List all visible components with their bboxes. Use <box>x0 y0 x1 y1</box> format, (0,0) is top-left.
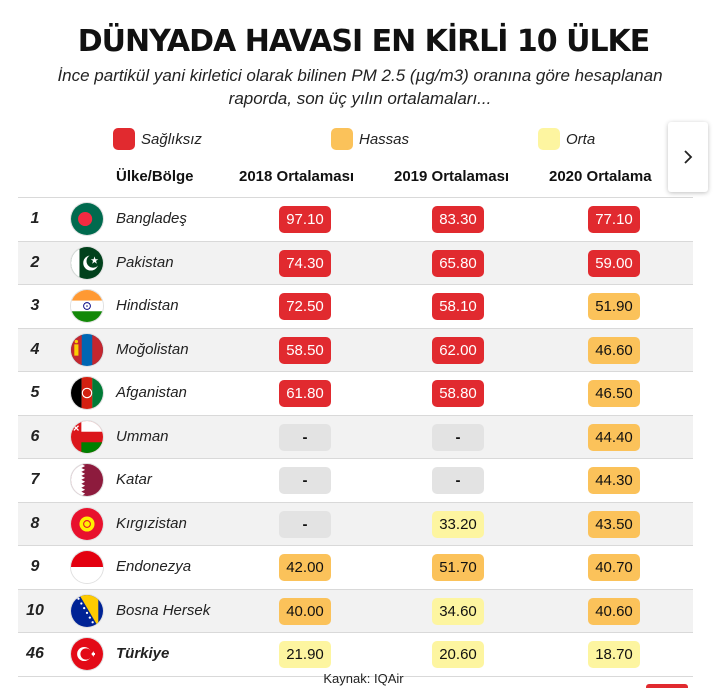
country-name: Türkiye <box>116 645 170 662</box>
table-row: 7 Katar - - 44.30 <box>18 458 693 502</box>
value-cell-2020: 46.50 <box>588 380 640 407</box>
value-cell-2020: 77.10 <box>588 206 640 233</box>
country-name: Endonezya <box>116 558 192 575</box>
value-cell-2020: 44.40 <box>588 423 640 451</box>
table-row: 5 Afganistan 61.80 58.80 46.50 <box>18 371 693 415</box>
value-cell-2019: 62.00 <box>432 336 484 364</box>
value-cell-2019: 34.60 <box>432 597 484 625</box>
table-row: 10 Bosna Hersek 40.00 34.60 40.60 <box>18 588 693 632</box>
bangladesh-flag-icon <box>70 202 104 236</box>
value-cell-2018: 58.50 <box>279 336 331 364</box>
country-name: Bosna Hersek <box>116 601 211 619</box>
oman-flag-icon <box>70 419 104 454</box>
source-note: Kaynak: IQAir <box>323 671 404 686</box>
value-cell-2020: 59.00 <box>588 249 640 277</box>
value-cell-2018: - <box>279 510 331 538</box>
value-cell-2019: - <box>432 423 484 451</box>
country-name: Kırgızistan <box>116 514 187 532</box>
qatar-flag-icon <box>70 463 104 497</box>
rank-number: 5 <box>30 384 40 401</box>
pollution-table: 1 Bangladeş 97.10 83.30 77.10 2 Pakistan 74.30 6… <box>18 197 693 677</box>
value-cell-2018: 21.90 <box>279 641 331 668</box>
column-header-country: Ülke/Bölge <box>116 168 194 185</box>
country-name: Moğolistan <box>116 340 189 358</box>
turkey-flag-icon <box>70 637 104 671</box>
country-name: Pakistan <box>116 253 174 271</box>
table-row: 4 Moğolistan 58.50 62.00 46.60 <box>18 327 693 371</box>
value-cell-2020: 40.60 <box>588 597 640 625</box>
value-cell-2019: 20.60 <box>432 641 484 668</box>
legend-label-orta: Orta <box>566 130 596 148</box>
country-name: Hindistan <box>116 297 179 314</box>
column-header-2020: 2020 Ortalama <box>549 168 652 185</box>
country-name: Afganistan <box>116 384 187 401</box>
value-cell-2019: 83.30 <box>432 206 484 233</box>
value-cell-2018: 42.00 <box>279 554 331 581</box>
rank-number: 7 <box>30 471 40 488</box>
country-name: Bangladeş <box>116 210 187 227</box>
afghanistan-flag-icon <box>70 376 104 410</box>
value-cell-2019: 58.80 <box>432 380 484 407</box>
value-cell-2019: - <box>432 467 484 494</box>
value-cell-2018: 97.10 <box>279 206 331 233</box>
value-cell-2020: 44.30 <box>588 467 640 494</box>
table-row: 1 Bangladeş 97.10 83.30 77.10 <box>18 197 693 241</box>
value-cell-2020: 40.70 <box>588 554 640 581</box>
value-cell-2020: 43.50 <box>588 510 640 538</box>
rank-number: 4 <box>30 340 40 358</box>
column-header-2018: 2018 Ortalaması <box>239 168 355 185</box>
rank-number: 2 <box>30 253 40 271</box>
value-cell-2019: 51.70 <box>432 554 484 581</box>
value-cell-2020: 51.90 <box>588 293 640 320</box>
rank-number: 1 <box>30 210 40 227</box>
rank-number: 9 <box>30 558 40 575</box>
legend-item-hassas: Hassas <box>331 127 409 151</box>
india-flag-icon <box>70 289 104 323</box>
value-cell-2018: - <box>279 423 331 451</box>
value-cell-2018: 61.80 <box>279 380 331 407</box>
kyrgyzstan-flag-icon <box>70 506 104 541</box>
value-cell-2020: 46.60 <box>588 336 640 364</box>
table-row: 46 Türkiye 21.90 20.60 18.70 <box>18 632 693 677</box>
mongolia-flag-icon <box>70 332 104 367</box>
legend-item-orta: Orta <box>538 127 595 151</box>
table-row: 3 Hindistan 72.50 58.10 51.90 <box>18 284 693 328</box>
legend-swatch-sagliksiz <box>113 128 135 150</box>
page-title: DÜNYADA HAVASI EN KİRLİ 10 ÜLKE <box>77 24 651 59</box>
rank-number: 8 <box>30 514 40 532</box>
legend-item-sagliksiz: Sağlıksız <box>113 127 202 151</box>
country-name: Umman <box>116 427 169 445</box>
rank-number: 3 <box>30 297 40 314</box>
value-cell-2019: 58.10 <box>432 293 484 320</box>
table-row: 2 Pakistan 74.30 65.80 59.00 <box>18 240 693 284</box>
chevron-right-icon <box>684 150 693 164</box>
value-cell-2018: 74.30 <box>279 249 331 277</box>
next-button[interactable] <box>668 122 708 192</box>
rank-number: 10 <box>26 601 44 619</box>
legend-swatch-hassas <box>331 128 353 150</box>
value-cell-2018: 72.50 <box>279 293 331 320</box>
rank-number: 46 <box>26 645 44 662</box>
value-cell-2018: - <box>279 467 331 494</box>
indonesia-flag-icon <box>70 550 104 584</box>
country-name: Katar <box>116 471 152 488</box>
table-row: 6 Umman - - 44.40 <box>18 414 693 458</box>
bosnia-flag-icon <box>70 593 104 628</box>
page-subtitle: İnce partikül yani kirletici olarak bili… <box>57 66 663 108</box>
column-header-2019: 2019 Ortalaması <box>394 168 510 185</box>
table-row: 8 Kırgızistan - 33.20 43.50 <box>18 501 693 545</box>
value-cell-2020: 18.70 <box>588 641 640 668</box>
value-cell-2018: 40.00 <box>279 597 331 625</box>
value-cell-2019: 33.20 <box>432 510 484 538</box>
legend-label-hassas: Hassas <box>359 130 410 148</box>
corner-accent <box>646 684 688 688</box>
pakistan-flag-icon <box>70 245 104 280</box>
table-row: 9 Endonezya 42.00 51.70 40.70 <box>18 545 693 589</box>
rank-number: 6 <box>30 427 40 445</box>
value-cell-2019: 65.80 <box>432 249 484 277</box>
legend-swatch-orta <box>538 128 560 150</box>
legend-label-sagliksiz: Sağlıksız <box>141 130 202 148</box>
